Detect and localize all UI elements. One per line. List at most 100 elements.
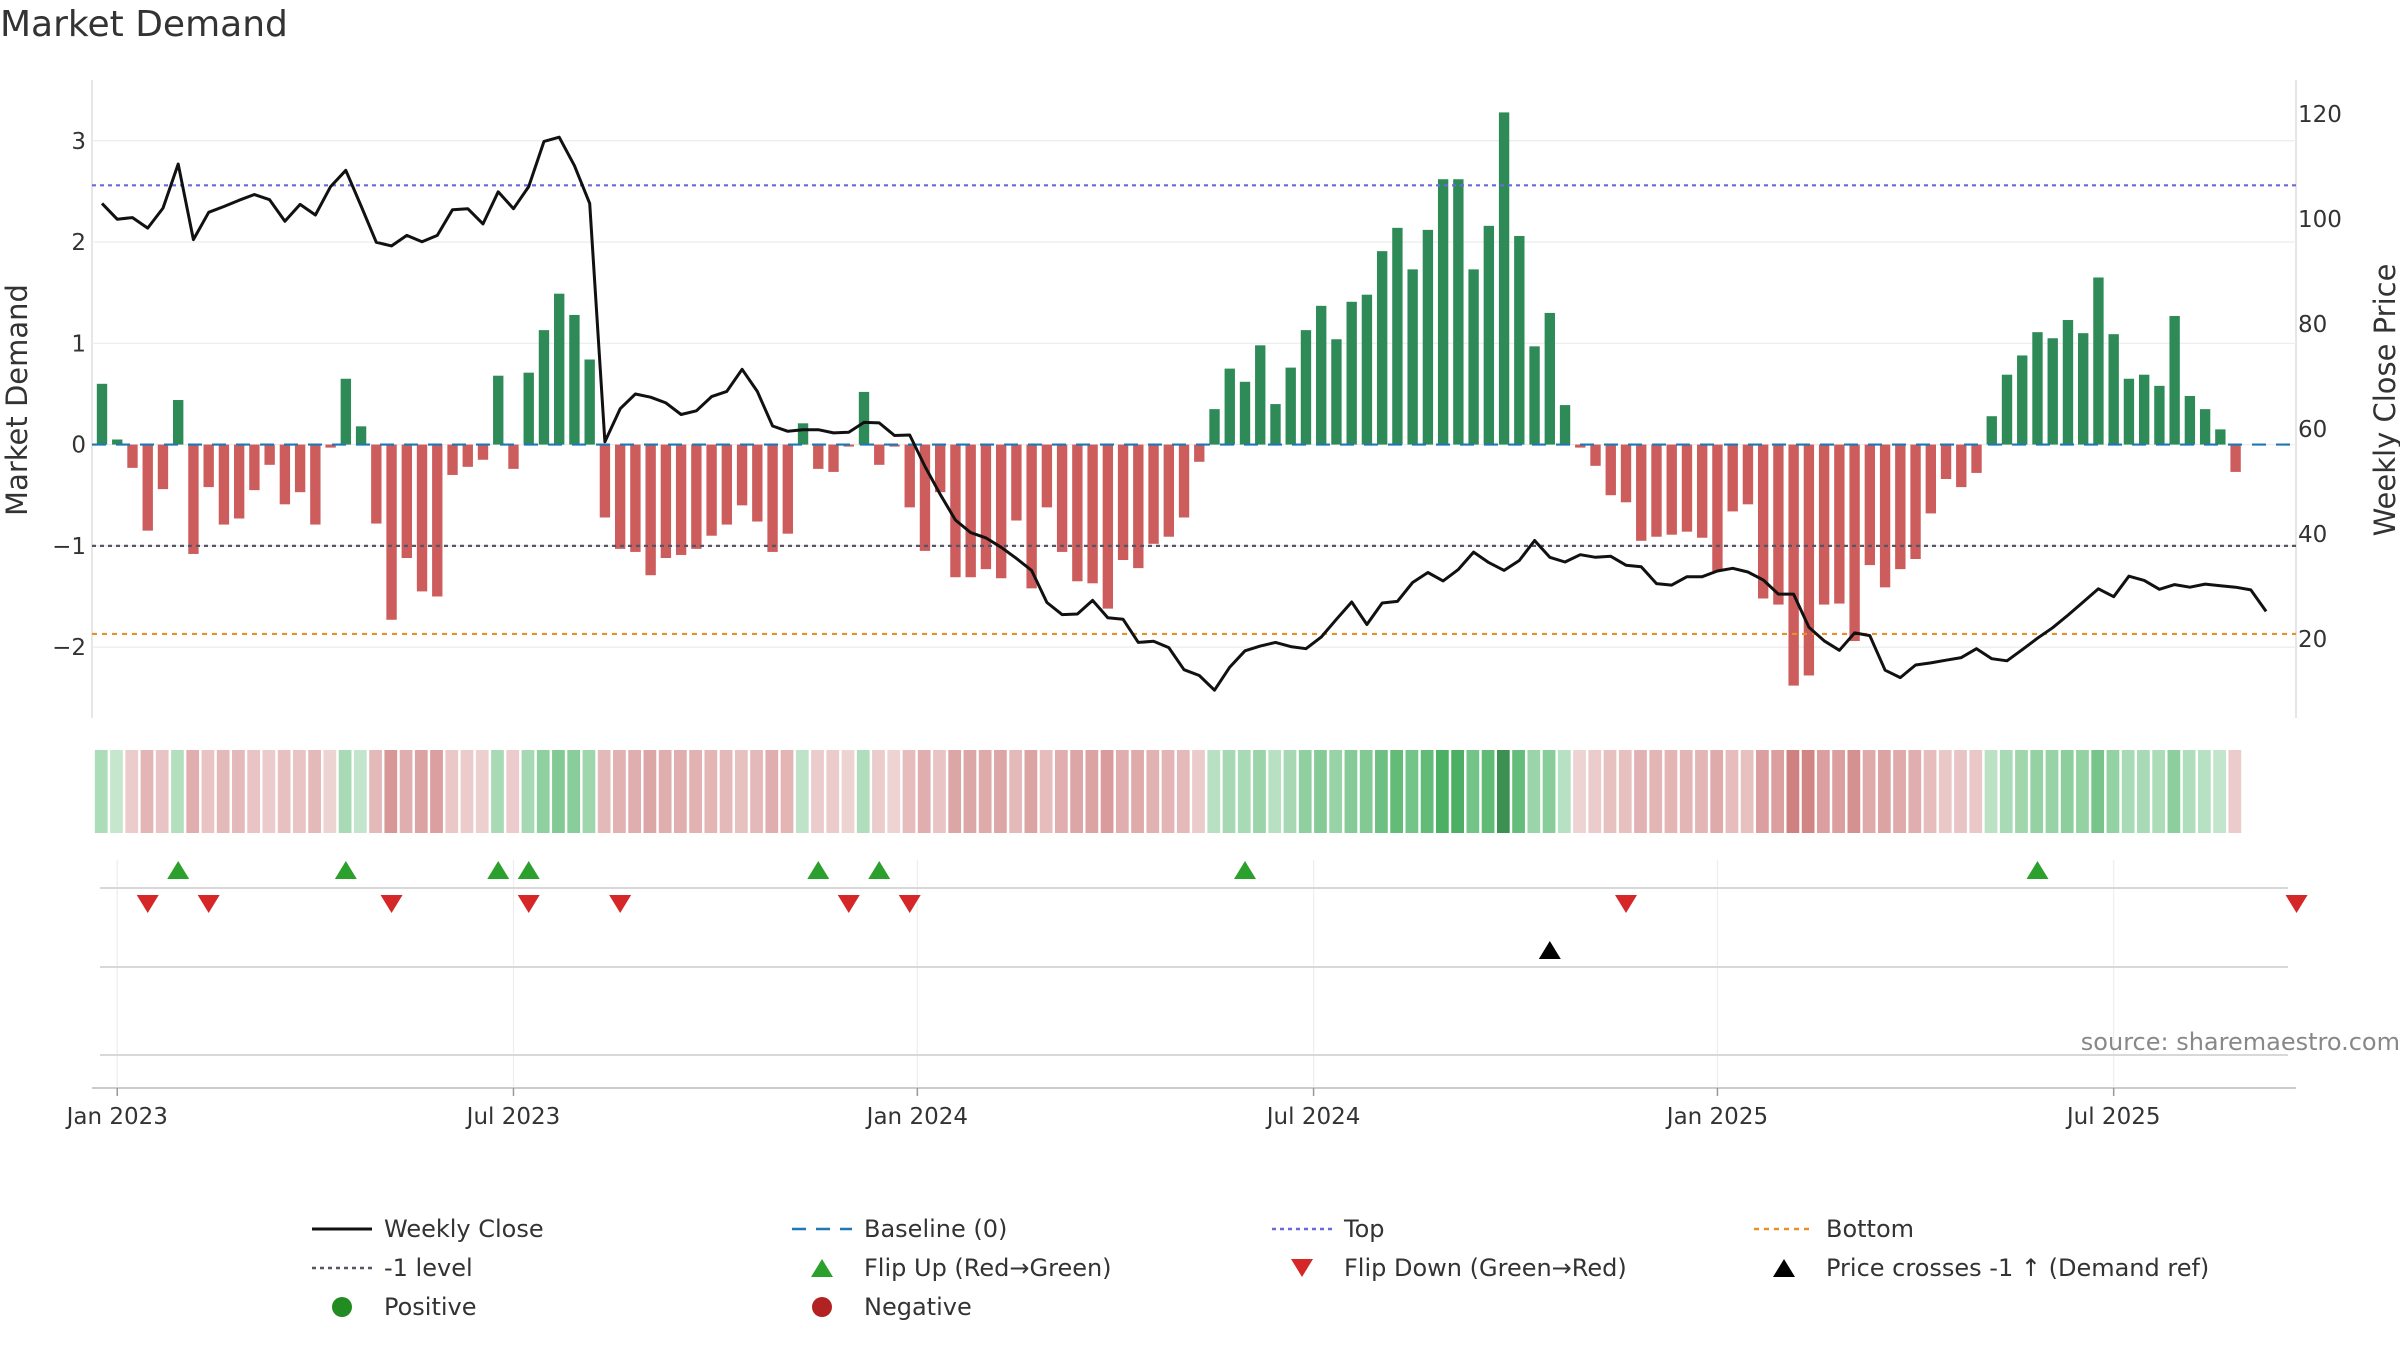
heat-cell	[795, 750, 809, 833]
heat-cell	[613, 750, 626, 833]
legend-baseline-label: Baseline (0)	[864, 1215, 1007, 1243]
y2-tick-label: 80	[2298, 312, 2327, 338]
demand-bar	[1194, 444, 1205, 462]
legend-bottom-label: Bottom	[1826, 1215, 1914, 1243]
heat-cell	[1405, 750, 1419, 833]
demand-bar	[1818, 444, 1830, 605]
demand-bar	[1361, 294, 1373, 445]
demand-bar	[1879, 444, 1891, 588]
heat-cell	[1573, 750, 1586, 833]
heat-cell	[811, 750, 824, 833]
demand-bar	[706, 444, 717, 536]
demand-bar	[432, 444, 443, 597]
heat-cell	[186, 750, 200, 833]
demand-bar	[1697, 444, 1708, 538]
heat-cell	[1496, 750, 1510, 833]
heat-cell	[293, 750, 306, 833]
heat-cell	[1390, 750, 1404, 833]
flip-down-marker	[517, 895, 540, 913]
demand-bar	[1605, 444, 1616, 496]
demand-bar	[554, 293, 565, 445]
demand-bar	[1925, 444, 1936, 514]
y-tick-label: 3	[71, 129, 86, 155]
heat-cell	[1192, 750, 1205, 833]
demand-bar	[142, 444, 153, 531]
demand-bar	[1742, 444, 1754, 505]
heat-cell	[2198, 750, 2211, 833]
demand-bar	[477, 444, 489, 460]
demand-bar	[1392, 227, 1403, 445]
y2-tick-label: 120	[2298, 102, 2342, 128]
demand-bar	[1041, 444, 1053, 508]
heat-cell	[597, 750, 611, 833]
heat-cell	[1420, 750, 1434, 833]
demand-bar	[858, 391, 870, 445]
heat-cell	[1771, 750, 1785, 833]
flip-up-markers	[167, 861, 2049, 879]
heat-cell	[1847, 750, 1861, 833]
demand-bar	[935, 444, 946, 493]
flip-down-marker	[1615, 895, 1637, 913]
flip-down-marker	[197, 895, 220, 913]
heat-cell	[734, 750, 748, 833]
heat-cell	[399, 750, 413, 833]
demand-bar	[310, 444, 321, 525]
demand-bar	[2169, 315, 2180, 445]
heat-cell	[308, 750, 321, 833]
demand-bar	[127, 444, 138, 468]
y-tick-label: −1	[52, 534, 86, 560]
weekly-close-line	[100, 135, 2268, 692]
legend-cross-symbol	[1773, 1259, 1795, 1277]
demand-bar	[1681, 444, 1693, 532]
demand-bar	[1316, 305, 1327, 445]
heat-cell	[1679, 750, 1693, 833]
heat-cell	[384, 750, 398, 833]
demand-bar	[980, 444, 992, 570]
legend-cross-label: Price crosses -1 ↑ (Demand ref)	[1826, 1254, 2209, 1282]
heat-cell	[628, 750, 642, 833]
flip-up-marker	[167, 861, 190, 879]
heat-cell	[1695, 750, 1708, 833]
flip-up-marker	[2026, 861, 2049, 879]
heat-cell	[475, 750, 489, 833]
demand-bar	[645, 444, 656, 576]
demand-bar	[1849, 444, 1860, 642]
demand-bar	[462, 444, 473, 467]
heat-cell	[994, 750, 1007, 833]
legend-flip-up-symbol	[811, 1259, 833, 1277]
heat-cell	[643, 750, 657, 833]
heat-cell	[689, 750, 702, 833]
demand-bar	[1483, 225, 1495, 445]
demand-bar	[2138, 374, 2150, 445]
heat-cell	[765, 750, 779, 833]
heat-cell	[658, 750, 672, 833]
heat-cell	[567, 750, 581, 833]
heat-cell	[1618, 750, 1632, 833]
demand-bar	[1788, 444, 1799, 686]
source-note: source: sharemaestro.com	[2081, 1028, 2400, 1056]
demand-bar	[1224, 368, 1235, 445]
demand-bar	[1895, 444, 1906, 570]
demand-bar	[264, 444, 275, 465]
demand-bar	[1803, 444, 1815, 676]
heat-cell	[1725, 750, 1739, 833]
demand-bar	[950, 444, 961, 578]
heat-cell	[1283, 750, 1297, 833]
demand-bar	[1529, 346, 1540, 445]
heat-cell	[1481, 750, 1495, 833]
heat-cell	[2030, 750, 2044, 833]
demand-bar	[340, 378, 352, 445]
flip-up-marker	[868, 861, 891, 879]
demand-bar	[218, 444, 230, 525]
demand-bar	[2199, 409, 2211, 445]
heat-cell	[1268, 750, 1282, 833]
heat-cell	[1359, 750, 1373, 833]
heat-cell	[232, 750, 245, 833]
heat-cell	[140, 750, 154, 833]
flip-down-marker	[380, 895, 403, 913]
heat-cell	[1512, 750, 1525, 833]
heat-cell	[887, 750, 901, 833]
demand-bar	[1331, 339, 1342, 445]
demand-bar	[2093, 277, 2104, 445]
